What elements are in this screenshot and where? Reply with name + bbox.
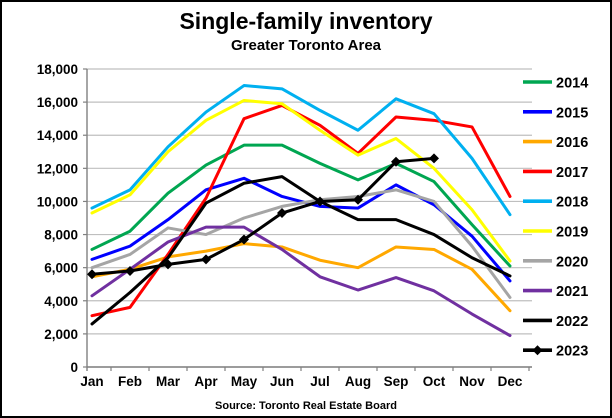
series-line-2021 — [90, 225, 512, 338]
source-text: Source: Toronto Real Estate Board — [215, 400, 397, 412]
chart-title: Single-family inventory — [179, 8, 433, 34]
y-axis-label: 4,000 — [44, 294, 78, 309]
series-marker-2023 — [277, 208, 287, 219]
x-axis-label: Nov — [459, 374, 485, 389]
series-line-2023 — [90, 156, 436, 276]
x-axis-label: Dec — [498, 374, 523, 389]
legend-label-2021: 2021 — [556, 284, 588, 300]
x-axis-label: May — [231, 374, 258, 389]
x-axis-label: Feb — [118, 374, 142, 389]
series-marker-2023 — [315, 196, 325, 207]
x-axis-label: Jul — [310, 374, 330, 389]
series-marker-2023 — [391, 156, 401, 167]
y-axis-label: 10,000 — [37, 194, 78, 209]
x-axis-label: Oct — [423, 374, 446, 389]
y-axis-label: 12,000 — [37, 161, 78, 176]
series-marker-2023 — [429, 153, 439, 164]
series-marker-2023 — [201, 254, 211, 265]
series-line-2016 — [90, 242, 512, 313]
series-line-2017 — [90, 103, 512, 318]
y-axis-label: 18,000 — [37, 62, 78, 77]
x-axis-label: Aug — [345, 374, 371, 389]
y-axis-label: 6,000 — [44, 261, 78, 276]
legend-label-2022: 2022 — [556, 314, 588, 330]
chart-subtitle: Greater Toronto Area — [230, 37, 382, 54]
x-axis-label: Jan — [80, 374, 103, 389]
series-marker-2023 — [163, 259, 173, 270]
x-axis-label: Jun — [270, 374, 294, 389]
series-marker-2023 — [353, 194, 363, 205]
legend-label-2018: 2018 — [556, 195, 588, 211]
y-axis-label: 14,000 — [37, 128, 78, 143]
x-axis-label: Mar — [156, 374, 181, 389]
legend-label-2017: 2017 — [556, 165, 588, 181]
legend-label-2015: 2015 — [556, 105, 588, 121]
y-axis-label: 0 — [70, 360, 78, 375]
series-line-2022 — [90, 175, 512, 326]
y-axis-label: 16,000 — [37, 95, 78, 110]
legend-marker-2023 — [532, 345, 543, 356]
series-line-2014 — [90, 143, 512, 268]
legend-label-2014: 2014 — [556, 76, 588, 92]
y-axis-label: 8,000 — [44, 228, 78, 243]
legend-label-2020: 2020 — [556, 254, 588, 270]
series-line-2020 — [90, 188, 512, 299]
legend-label-2023: 2023 — [556, 344, 588, 360]
series-marker-2023 — [125, 265, 135, 276]
x-axis-label: Sep — [384, 374, 409, 389]
series-marker-2023 — [239, 234, 249, 245]
legend-label-2016: 2016 — [556, 135, 588, 151]
series-line-2018 — [90, 84, 512, 217]
series-marker-2023 — [87, 269, 97, 280]
legend-label-2019: 2019 — [556, 225, 588, 241]
y-axis-label: 2,000 — [44, 327, 78, 342]
x-axis-label: Apr — [194, 374, 218, 389]
series-line-2019 — [90, 98, 512, 263]
